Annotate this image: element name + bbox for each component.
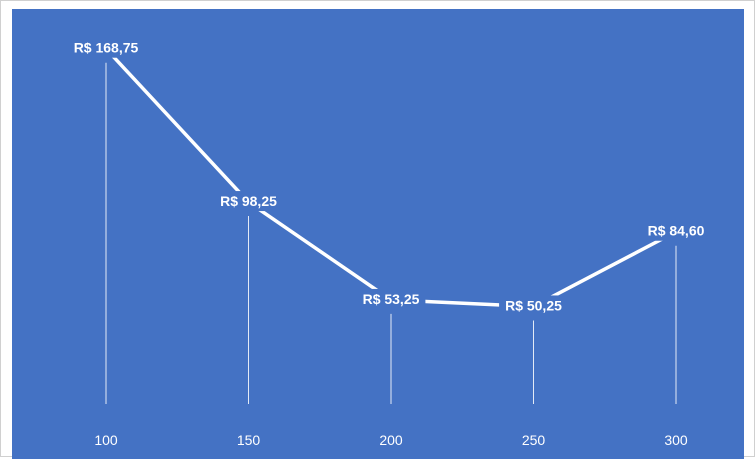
data-label-background — [641, 220, 711, 241]
x-tick-label-300: 300 — [664, 432, 688, 448]
data-point-150: R$ 98,25 — [214, 191, 283, 212]
data-label-background — [67, 37, 145, 58]
data-label-200: R$ 53,25 — [363, 291, 420, 307]
data-point-100: R$ 168,75 — [67, 37, 145, 58]
line-chart: R$ 168,75 R$ 98,25 R$ 53,25 R$ 50,25 R$ 84,6… — [67, 37, 711, 448]
data-label-250: R$ 50,25 — [505, 297, 562, 313]
data-point-200: R$ 53,25 — [356, 288, 426, 309]
data-label-300: R$ 84,60 — [648, 223, 705, 239]
x-tick-label-200: 200 — [379, 432, 403, 448]
data-label-background — [499, 295, 568, 316]
x-tick-label-150: 150 — [237, 432, 261, 448]
data-label-150: R$ 98,25 — [220, 193, 277, 209]
data-label-100: R$ 168,75 — [74, 40, 139, 56]
x-tick-label-100: 100 — [94, 432, 118, 448]
series-line — [104, 47, 677, 309]
plot-area: R$ 168,75 R$ 98,25 R$ 53,25 R$ 50,25 R$ 84,6… — [12, 9, 744, 459]
data-point-300: R$ 84,60 — [641, 220, 711, 241]
data-label-background — [356, 288, 426, 309]
data-label-background — [214, 191, 283, 212]
x-tick-label-250: 250 — [522, 432, 546, 448]
data-point-250: R$ 50,25 — [499, 295, 568, 316]
